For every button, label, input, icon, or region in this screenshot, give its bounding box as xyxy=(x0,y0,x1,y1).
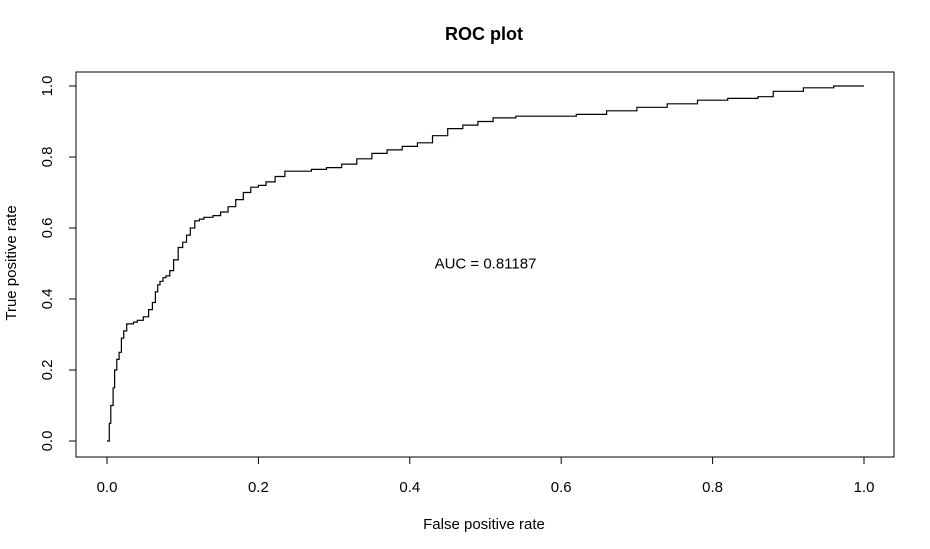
roc-curve-line xyxy=(107,85,864,442)
x-tick-label: 0.2 xyxy=(248,479,269,496)
x-tick-label: 0.0 xyxy=(97,479,118,496)
x-tick-label: 1.0 xyxy=(854,479,875,496)
x-tick-label: 0.6 xyxy=(551,479,572,496)
y-axis: 0.0 0.2 0.4 0.6 0.8 1.0 xyxy=(39,76,76,452)
y-tick-label: 0.0 xyxy=(39,431,56,452)
x-axis: 0.0 0.2 0.4 0.6 0.8 1.0 xyxy=(97,457,875,496)
y-axis-label: True positive rate xyxy=(3,205,20,320)
x-tick-label: 0.4 xyxy=(399,479,420,496)
chart-title: ROC plot xyxy=(445,24,523,44)
x-axis-label: False positive rate xyxy=(423,516,545,533)
plot-frame xyxy=(75,71,895,458)
auc-annotation: AUC = 0.81187 xyxy=(435,256,537,273)
y-tick-label: 1.0 xyxy=(39,76,56,97)
y-tick-label: 0.2 xyxy=(39,360,56,381)
x-tick-label: 0.8 xyxy=(702,479,723,496)
y-tick-label: 0.6 xyxy=(39,218,56,239)
y-tick-label: 0.8 xyxy=(39,147,56,168)
y-tick-label: 0.4 xyxy=(39,289,56,310)
